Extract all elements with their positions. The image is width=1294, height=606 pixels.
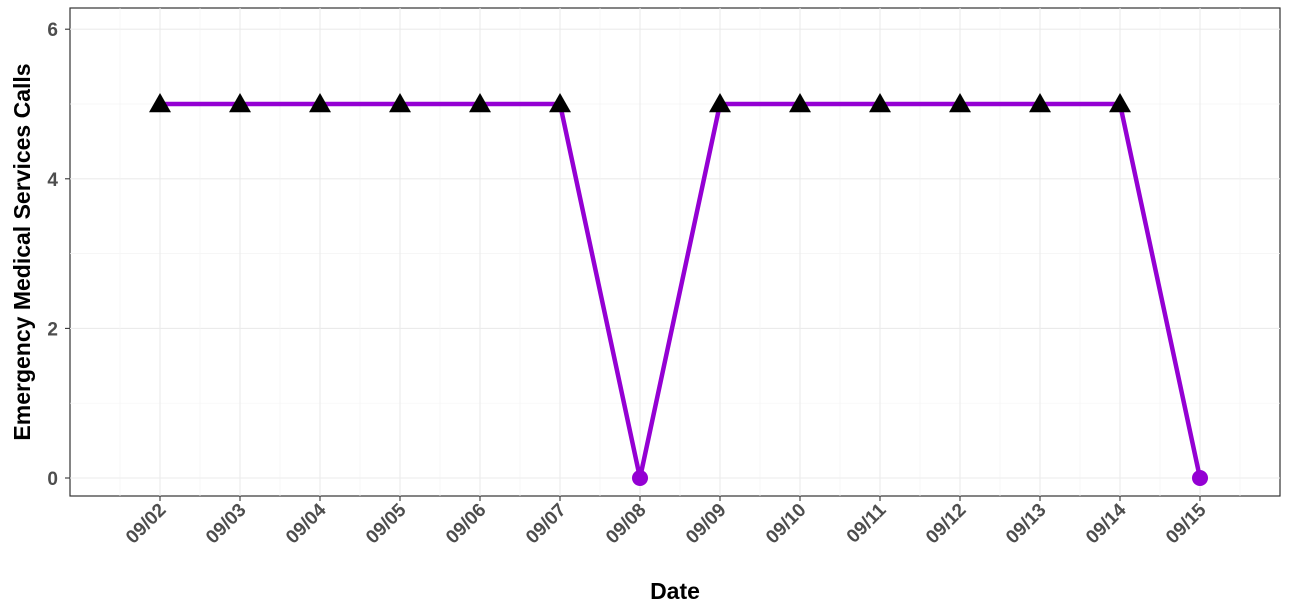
data-point-triangle bbox=[709, 93, 731, 113]
data-point-triangle bbox=[229, 93, 251, 113]
x-tick-label: 09/07 bbox=[522, 500, 570, 548]
data-point-circle bbox=[632, 470, 648, 486]
series-points bbox=[149, 93, 1208, 486]
data-point-triangle bbox=[389, 93, 411, 113]
x-tick-label: 09/03 bbox=[202, 500, 250, 548]
data-point-circle bbox=[1192, 470, 1208, 486]
x-tick-label: 09/10 bbox=[762, 500, 810, 548]
x-axis-title: Date bbox=[650, 578, 700, 604]
data-point-triangle bbox=[469, 93, 491, 113]
x-tick-label: 09/05 bbox=[362, 499, 411, 548]
y-tick-label: 6 bbox=[47, 20, 58, 41]
x-tick-label: 09/11 bbox=[843, 499, 891, 547]
x-tick-label: 09/09 bbox=[682, 500, 730, 548]
y-axis: 0 2 4 6 bbox=[47, 20, 70, 490]
x-tick-label: 09/06 bbox=[442, 500, 490, 548]
series-line bbox=[160, 101, 1203, 481]
data-point-triangle bbox=[149, 93, 171, 113]
x-tick-label: 09/14 bbox=[1082, 499, 1131, 548]
data-point-triangle bbox=[869, 93, 891, 113]
data-point-triangle bbox=[309, 93, 331, 113]
x-tick-label: 09/15 bbox=[1162, 499, 1211, 548]
x-axis: 09/02 09/03 09/04 09/05 09/06 09/07 09/08 09/09… bbox=[122, 496, 1211, 548]
data-point-triangle bbox=[1029, 93, 1051, 113]
x-tick-label: 09/02 bbox=[122, 500, 170, 548]
data-point-triangle bbox=[949, 93, 971, 113]
x-tick-label: 09/08 bbox=[602, 500, 650, 548]
series-polyline bbox=[160, 101, 1203, 481]
y-tick-label: 4 bbox=[47, 170, 58, 191]
data-point-triangle bbox=[549, 93, 571, 113]
data-point-triangle bbox=[1109, 93, 1131, 113]
x-tick-label: 09/12 bbox=[922, 500, 970, 548]
plot-panel bbox=[69, 7, 1281, 497]
x-tick-label: 09/13 bbox=[1002, 500, 1050, 548]
y-tick-label: 0 bbox=[47, 469, 58, 490]
y-tick-label: 2 bbox=[47, 319, 58, 340]
y-axis-title: Emergency Medical Services Calls bbox=[9, 63, 35, 440]
data-point-triangle bbox=[789, 93, 811, 113]
x-tick-label: 09/04 bbox=[282, 499, 331, 548]
